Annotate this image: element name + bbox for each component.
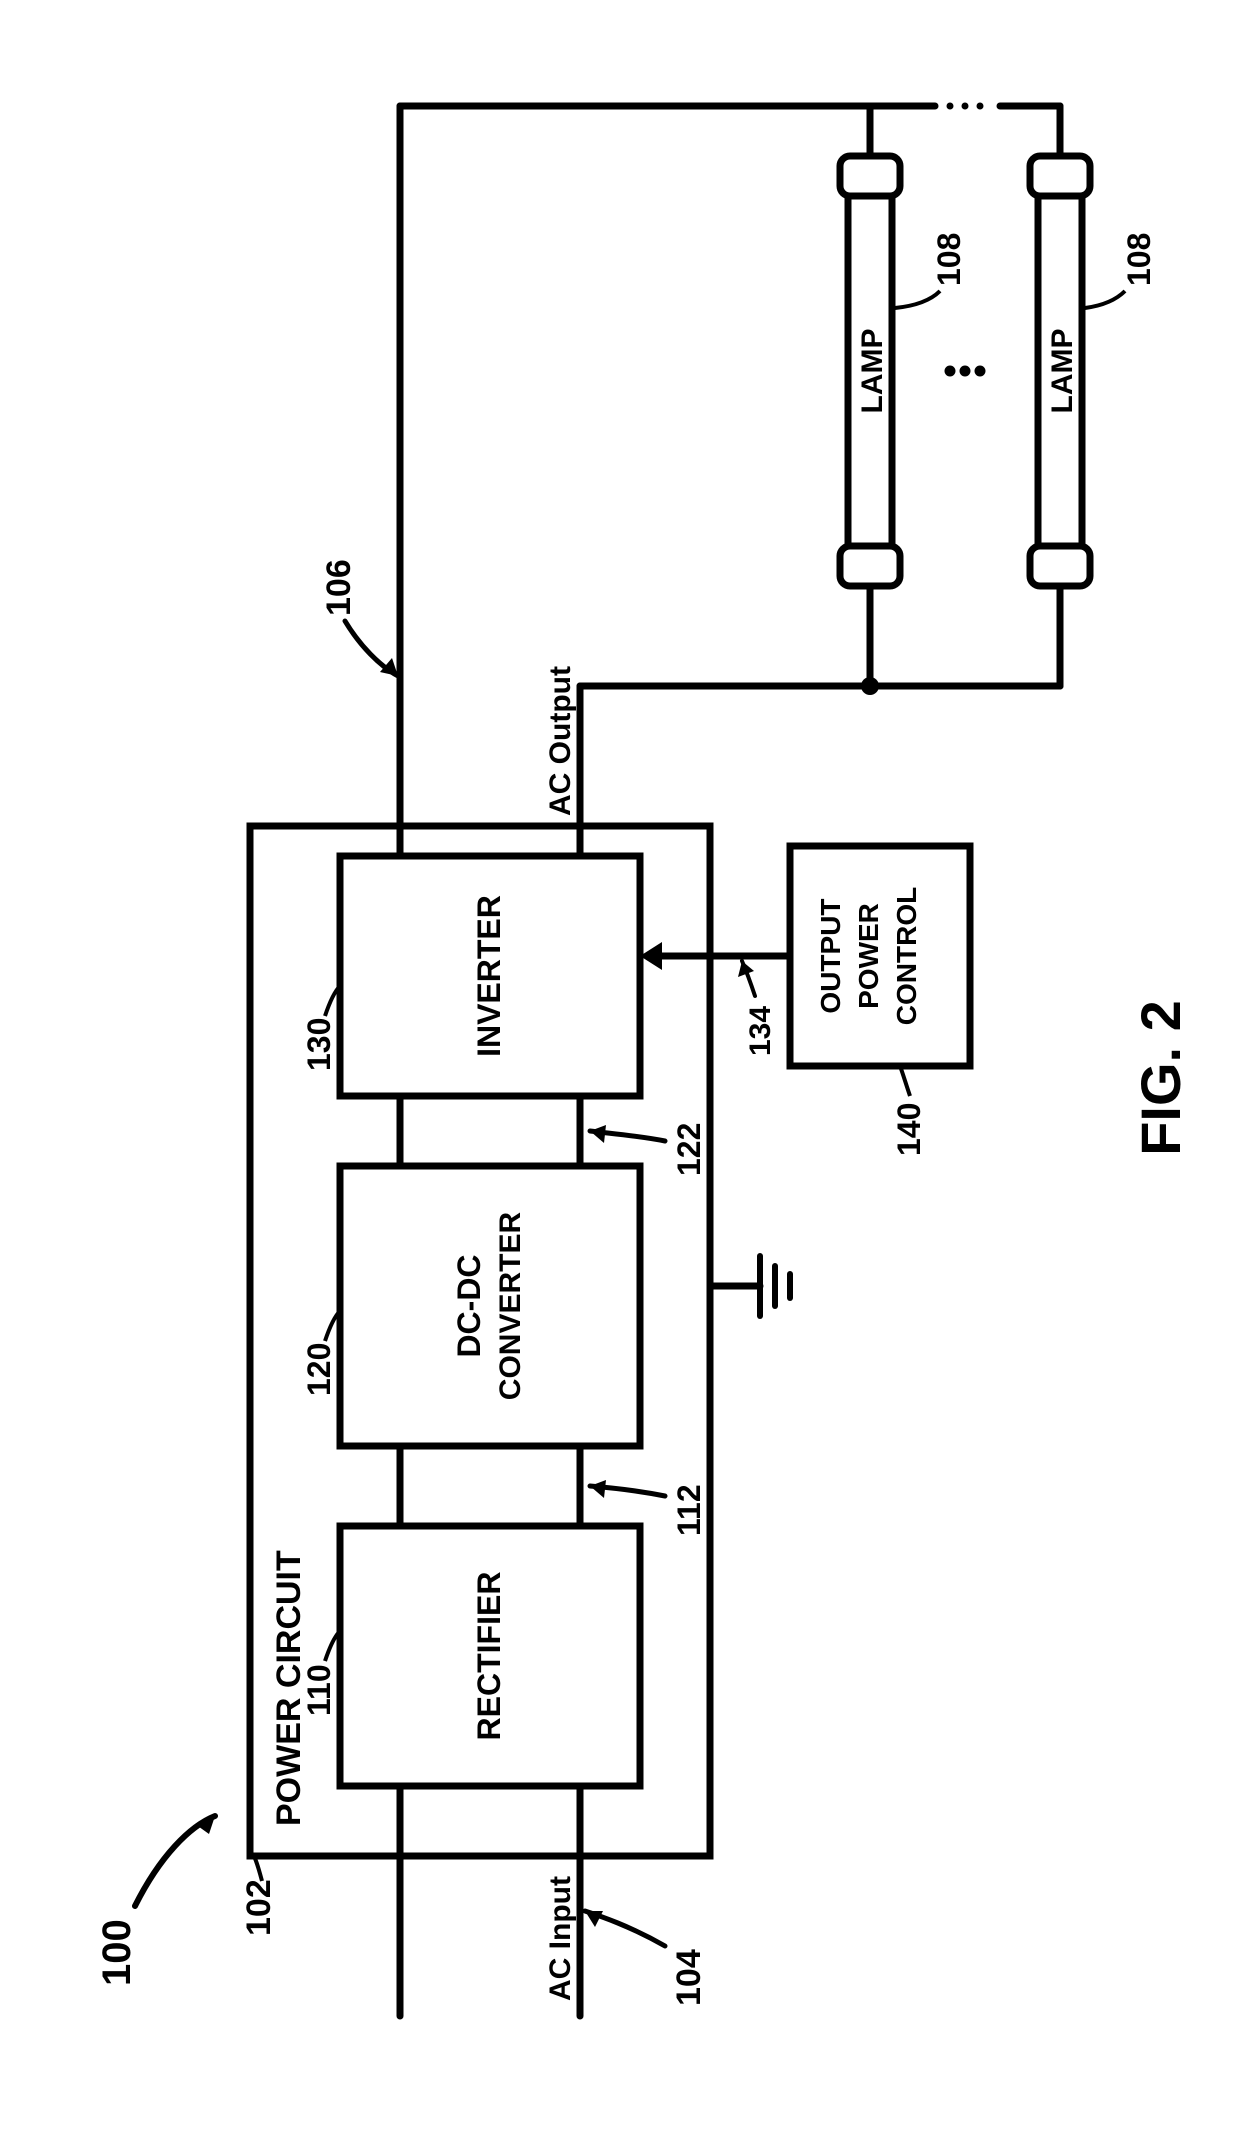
ref-122: 122: [671, 1123, 707, 1176]
dcdc-box: [340, 1166, 640, 1446]
lamp-1-label: LAMP: [856, 329, 889, 414]
ref-100: 100: [95, 1919, 139, 1986]
lamp-2-label: LAMP: [1046, 329, 1079, 414]
lamp-ellipsis: [947, 368, 983, 374]
ref-140: 140: [891, 1103, 927, 1156]
lamp-1: LAMP: [840, 156, 900, 586]
ac-input-label: AC Input: [544, 1876, 577, 2001]
ac-output-label: AC Output: [544, 666, 577, 816]
inverter-label: INVERTER: [471, 895, 507, 1057]
dcdc-label-2: CONVERTER: [494, 1211, 527, 1400]
dcdc-label-1: DC-DC: [451, 1254, 487, 1357]
opc-label-1: OUTPUT: [815, 898, 846, 1013]
ref-106: 106: [320, 559, 358, 616]
ref-134: 134: [744, 1006, 777, 1056]
ref-102: 102: [240, 1879, 278, 1936]
ref-108b: 108: [1121, 233, 1157, 286]
opc-label-3: CONTROL: [891, 887, 922, 1025]
ref-120: 120: [301, 1343, 337, 1396]
figure-2-diagram: 100 POWER CIRCUIT 102 RECTIFIER 110 DC-D…: [0, 0, 1240, 2156]
figure-caption: FIG. 2: [1129, 1000, 1192, 1156]
ref-110: 110: [301, 1664, 337, 1716]
ref-108a: 108: [931, 233, 967, 286]
ref-112: 112: [671, 1484, 707, 1536]
rectifier-label: RECTIFIER: [471, 1572, 507, 1741]
ref-104: 104: [670, 1949, 708, 2006]
opc-label-2: POWER: [853, 903, 884, 1009]
ref-130: 130: [301, 1018, 337, 1071]
lamp-2: LAMP: [1030, 156, 1090, 586]
